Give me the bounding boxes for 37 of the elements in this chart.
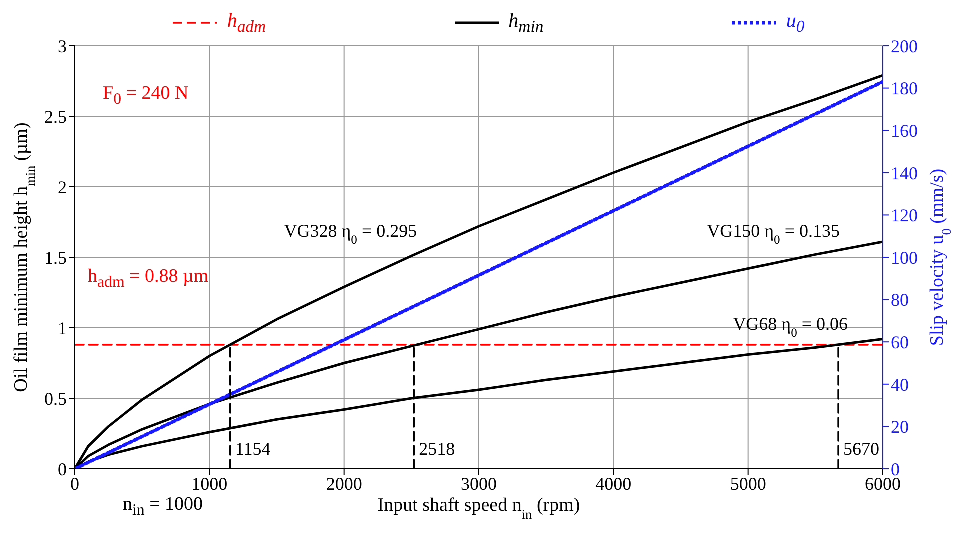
text: n$_{in}$ = 1000 xyxy=(123,494,204,520)
annotation: VG68 η$_{0}$ = 0.06 xyxy=(733,314,848,340)
y-tick-label: 2 xyxy=(58,177,67,198)
y-tick-label: 1.5 xyxy=(44,248,67,268)
x-tick-label: 2000 xyxy=(326,474,362,494)
y-tick-label: 0.5 xyxy=(44,388,67,409)
y2-tick-label: 80 xyxy=(891,290,909,310)
y2-tick-label: 180 xyxy=(891,78,918,99)
legend-label: u$_{0}$ xyxy=(786,10,805,36)
x-tick-label: 5000 xyxy=(730,474,766,494)
y-tick-label: 2.5 xyxy=(44,106,67,127)
legend-label: h$_{adm}$ xyxy=(227,10,266,36)
annotation: 5670 xyxy=(844,438,880,459)
x-tick-label: 3000 xyxy=(461,474,497,494)
y2-tick-label: 120 xyxy=(891,206,918,226)
annotation: VG150 η$_{0}$ = 0.135 xyxy=(707,221,840,248)
annotation: h$_{adm}$ = 0.88 µm xyxy=(88,266,209,292)
annotation: F$_{0}$ = 240 N xyxy=(103,83,189,109)
y-tick-label: 1 xyxy=(58,318,67,338)
y2-tick-label: 140 xyxy=(891,163,918,184)
annotation: 2518 xyxy=(419,438,456,459)
y2-tick-label: 60 xyxy=(891,332,909,352)
annotation: VG328 η$_{0}$ = 0.295 xyxy=(284,221,418,248)
y-tick-label: 3 xyxy=(58,36,67,56)
legend-label: h$_{min}$ xyxy=(508,10,544,36)
x-tick-label: 0 xyxy=(70,474,80,494)
y-tick-label: 0 xyxy=(58,459,67,480)
y2-tick-label: 40 xyxy=(891,374,909,395)
y2-tick-label: 200 xyxy=(891,36,918,56)
annotation: 1154 xyxy=(235,438,271,459)
y2-tick-label: 0 xyxy=(891,459,900,480)
x-tick-label: 1000 xyxy=(192,474,228,494)
y2-tick-label: 160 xyxy=(891,120,918,141)
x-axis-title: Input shaft speed n$_{in}$ (rpm) xyxy=(378,495,580,522)
y2-tick-label: 20 xyxy=(891,417,909,438)
y2-tick-label: 100 xyxy=(891,248,918,268)
x-tick-label: 4000 xyxy=(596,474,632,494)
